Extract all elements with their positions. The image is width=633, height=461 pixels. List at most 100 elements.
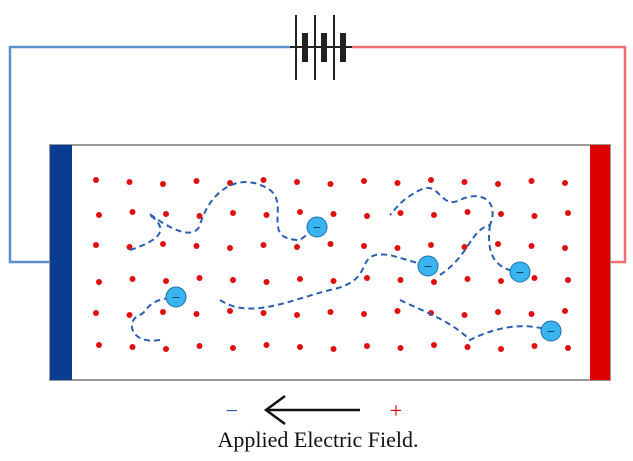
- ion: [230, 345, 236, 351]
- ion: [461, 244, 468, 250]
- ion: [297, 276, 303, 282]
- ion: [163, 346, 169, 352]
- ion: [330, 278, 337, 284]
- ion: [431, 279, 437, 285]
- ion: [495, 241, 501, 247]
- ion: [126, 179, 133, 185]
- ion: [260, 242, 267, 248]
- ion: [565, 277, 571, 283]
- positive-plate: [590, 145, 610, 380]
- ion: [160, 181, 166, 187]
- ion: [263, 212, 270, 218]
- ion: [394, 180, 401, 186]
- ion: [495, 309, 501, 315]
- ion: [528, 311, 535, 317]
- ion: [464, 209, 471, 215]
- ion: [495, 181, 501, 187]
- electrons: − − − − −: [165, 216, 562, 342]
- ion: [431, 212, 437, 218]
- electron-paths: [129, 181, 552, 342]
- ion: [361, 178, 367, 184]
- ion: [230, 277, 236, 283]
- ion: [397, 277, 404, 283]
- ion: [227, 245, 233, 251]
- ion: [129, 344, 136, 350]
- ion: [364, 213, 370, 219]
- ion: [129, 276, 136, 282]
- ion: [464, 344, 471, 350]
- negative-sign: −: [226, 398, 238, 423]
- ion: [294, 179, 300, 185]
- field-arrow: [263, 394, 360, 426]
- ion: [93, 310, 99, 316]
- ion: [129, 209, 136, 215]
- electron-sign: −: [546, 325, 555, 338]
- ion: [531, 343, 538, 349]
- ion: [361, 243, 367, 249]
- ion: [394, 308, 401, 314]
- ion: [498, 211, 504, 217]
- ion: [230, 210, 236, 216]
- ion: [126, 244, 133, 250]
- positive-sign: +: [390, 398, 402, 423]
- ion: [163, 278, 169, 284]
- electron: [306, 216, 328, 238]
- ion: [96, 342, 102, 348]
- positive-wire: [352, 45, 627, 264]
- ion: [330, 346, 337, 352]
- ion: [431, 342, 437, 348]
- battery: [290, 15, 352, 80]
- ion: [528, 178, 535, 184]
- ion: [397, 345, 404, 351]
- ion: [428, 177, 434, 183]
- ion: [193, 311, 200, 317]
- ion: [93, 242, 99, 248]
- ion: [294, 244, 300, 250]
- electron: [165, 286, 187, 308]
- electron-sign: −: [515, 266, 524, 279]
- ion: [294, 312, 300, 318]
- negative-wire: [8, 45, 290, 264]
- ion: [562, 245, 568, 251]
- ion: [126, 312, 133, 318]
- ion: [531, 213, 538, 219]
- ion: [461, 312, 468, 318]
- ion: [498, 278, 504, 284]
- ion: [196, 343, 203, 349]
- ion: [196, 275, 203, 281]
- ion: [263, 342, 270, 348]
- ion: [96, 212, 102, 218]
- ion-lattice: [93, 177, 571, 352]
- ion: [297, 344, 303, 350]
- ion: [196, 213, 203, 219]
- ion: [361, 311, 367, 317]
- ion: [364, 275, 370, 281]
- ion: [193, 178, 200, 184]
- ion: [464, 276, 471, 282]
- ion: [93, 177, 99, 183]
- ion: [163, 211, 169, 217]
- ion: [531, 275, 538, 281]
- ion: [565, 345, 571, 351]
- electron-sign: −: [312, 221, 321, 234]
- ion: [428, 242, 434, 248]
- ion: [260, 177, 267, 183]
- ion: [96, 279, 102, 285]
- ion: [364, 343, 370, 349]
- electron-sign: −: [423, 260, 432, 273]
- ion: [327, 309, 334, 315]
- electron: [540, 320, 562, 342]
- ion: [263, 279, 270, 285]
- negative-plate: [50, 145, 72, 380]
- ion: [461, 179, 468, 185]
- field-label: Applied Electric Field.: [218, 427, 419, 452]
- ion: [227, 308, 233, 314]
- ion: [562, 308, 568, 314]
- ion: [498, 346, 504, 352]
- ion: [260, 310, 267, 316]
- ion: [397, 210, 404, 216]
- ion: [297, 209, 303, 215]
- ion: [327, 241, 334, 247]
